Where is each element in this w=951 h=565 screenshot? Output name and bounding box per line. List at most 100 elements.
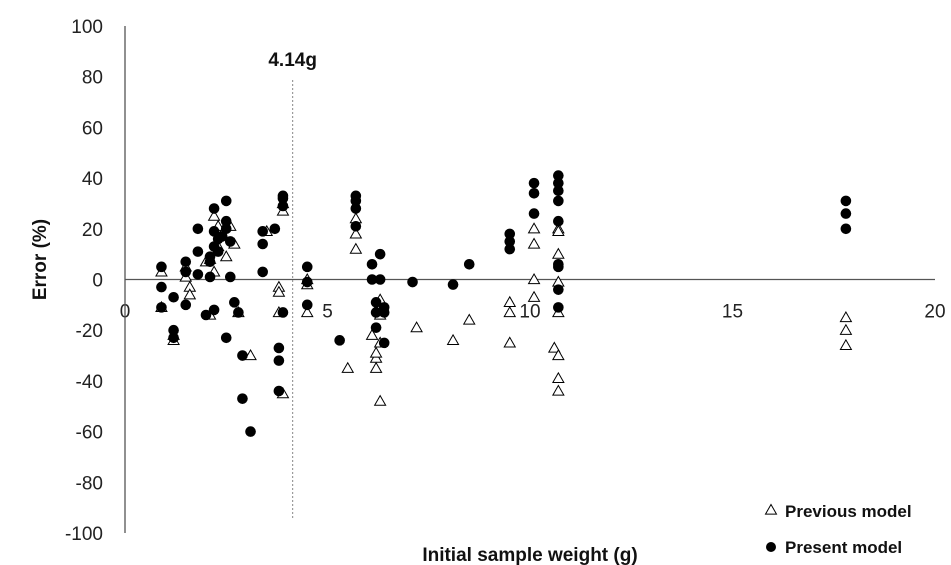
present-model-point bbox=[204, 251, 216, 262]
present-model-point bbox=[257, 238, 269, 250]
previous-model-point bbox=[369, 346, 383, 358]
previous-model-point bbox=[369, 361, 383, 373]
previous-model-point bbox=[551, 224, 565, 236]
present-model-point bbox=[504, 243, 516, 255]
previous-model-point bbox=[365, 328, 379, 340]
present-model-point bbox=[840, 208, 852, 219]
present-model-point bbox=[553, 177, 564, 189]
present-model-point bbox=[245, 426, 256, 437]
present-model-point bbox=[277, 193, 289, 204]
present-model-point bbox=[237, 350, 248, 361]
previous-model-point bbox=[219, 250, 233, 262]
present-model-point bbox=[257, 266, 269, 278]
present-model-point bbox=[277, 200, 289, 212]
threshold-label: 4.14g bbox=[268, 50, 317, 71]
present-model-point bbox=[350, 203, 362, 214]
previous-model-point bbox=[527, 272, 541, 285]
present-model-point bbox=[273, 355, 285, 366]
present-model-point bbox=[366, 274, 378, 285]
present-model-point bbox=[156, 302, 167, 313]
present-model-point bbox=[257, 226, 269, 237]
present-model-point bbox=[192, 223, 204, 235]
present-model-point bbox=[180, 256, 192, 268]
present-model-point bbox=[504, 228, 516, 240]
y-tick-label: 40 bbox=[82, 169, 103, 190]
previous-model-point bbox=[547, 341, 561, 353]
present-model-point bbox=[840, 223, 852, 235]
previous-model-point bbox=[183, 288, 197, 300]
present-model-point bbox=[504, 236, 516, 247]
previous-model-point bbox=[373, 394, 387, 406]
previous-model-point bbox=[839, 323, 853, 335]
previous-model-point bbox=[207, 209, 221, 221]
y-tick-label: -100 bbox=[65, 524, 103, 545]
previous-model-point bbox=[300, 305, 314, 318]
present-model-point bbox=[374, 274, 386, 285]
present-model-point bbox=[156, 281, 167, 293]
y-tick-label: 20 bbox=[82, 220, 103, 241]
present-model-point bbox=[370, 297, 382, 308]
present-model-point bbox=[225, 236, 236, 247]
present-model-point bbox=[378, 307, 390, 318]
open-triangle-icon bbox=[764, 503, 778, 515]
y-tick-label: -80 bbox=[76, 473, 103, 494]
present-model-point bbox=[463, 258, 475, 270]
present-model-point bbox=[370, 307, 382, 318]
present-model-point bbox=[840, 195, 852, 207]
present-model-point bbox=[334, 335, 345, 346]
present-model-point bbox=[220, 223, 232, 235]
previous-model-point bbox=[503, 336, 517, 348]
present-model-point bbox=[204, 271, 216, 283]
present-model-point bbox=[220, 332, 232, 344]
y-tick-label: -40 bbox=[76, 372, 103, 393]
present-model-point bbox=[553, 284, 564, 295]
filled-circle-icon bbox=[766, 542, 776, 552]
present-model-point bbox=[553, 261, 564, 273]
present-model-point bbox=[220, 195, 232, 207]
legend-item-present-model: Present model bbox=[766, 538, 902, 557]
y-tick-label: 0 bbox=[92, 271, 103, 292]
present-model-point bbox=[208, 304, 220, 316]
present-model-point bbox=[168, 291, 179, 303]
series-present-model bbox=[156, 170, 852, 437]
present-model-point bbox=[528, 208, 540, 219]
y-tick-label: 100 bbox=[71, 17, 103, 38]
present-model-point bbox=[301, 276, 313, 288]
previous-model-point bbox=[244, 349, 257, 361]
present-model-point bbox=[200, 309, 212, 321]
previous-model-point bbox=[839, 338, 853, 351]
previous-model-point bbox=[446, 333, 460, 345]
legend-label-present-model: Present model bbox=[785, 538, 902, 557]
present-model-point bbox=[407, 276, 418, 288]
present-model-point bbox=[273, 342, 285, 354]
previous-model-point bbox=[551, 371, 565, 383]
x-tick-label: 15 bbox=[722, 302, 743, 323]
present-model-point bbox=[370, 322, 382, 333]
previous-model-point bbox=[551, 247, 565, 259]
present-model-point bbox=[553, 215, 564, 227]
previous-model-point bbox=[527, 222, 541, 234]
present-model-point bbox=[237, 393, 248, 404]
x-axis-title: Initial sample weight (g) bbox=[422, 545, 637, 565]
present-model-point bbox=[273, 385, 285, 397]
present-model-point bbox=[168, 324, 179, 336]
y-tick-label: 80 bbox=[82, 68, 103, 89]
previous-model-point bbox=[349, 242, 363, 254]
legend-label-previous-model: Previous model bbox=[785, 502, 912, 521]
present-model-point bbox=[229, 297, 240, 308]
previous-model-point bbox=[503, 305, 517, 318]
present-model-point bbox=[553, 185, 564, 197]
y-axis-title: Error (%) bbox=[30, 219, 51, 300]
present-model-point bbox=[208, 203, 220, 214]
present-model-point bbox=[220, 215, 232, 227]
previous-model-point bbox=[839, 311, 853, 323]
present-model-point bbox=[212, 246, 224, 257]
present-model-point bbox=[528, 188, 540, 199]
previous-model-point bbox=[272, 285, 286, 297]
present-model-point bbox=[192, 269, 204, 280]
present-model-point bbox=[277, 307, 289, 318]
y-tick-label: -60 bbox=[76, 423, 103, 444]
present-model-point bbox=[528, 177, 540, 189]
legend: Previous model Present model bbox=[764, 502, 912, 557]
